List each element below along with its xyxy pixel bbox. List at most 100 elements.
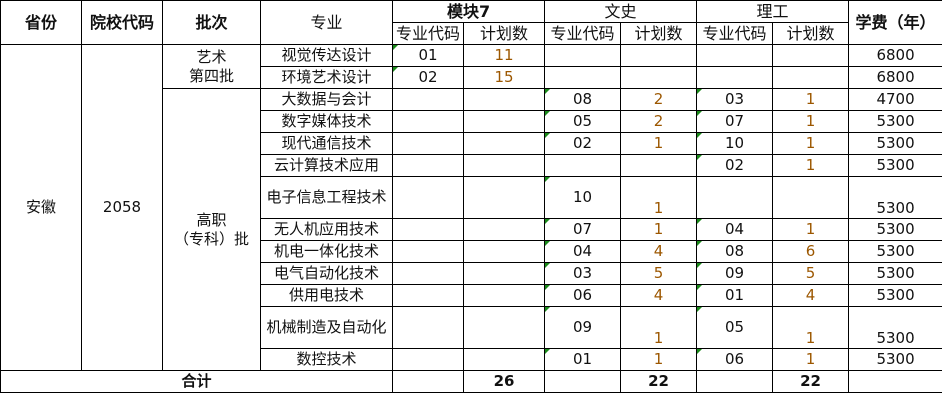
lg-count-cell: 1 [772, 88, 850, 111]
m7-count-cell [462, 240, 546, 263]
m7-code-cell [392, 240, 464, 263]
lg-count-cell [772, 176, 850, 219]
lg-count-cell: 1 [772, 348, 850, 371]
ws-count-cell: 1 [620, 348, 698, 371]
m7-count-cell [462, 132, 546, 155]
table-row: 电气自动化技术 03 5 09 5 5300 [1, 262, 942, 285]
batch-cell: 艺术 第四批 [162, 44, 261, 89]
ws-count-cell: 5 [620, 262, 698, 285]
major-cell: 数控技术 [260, 348, 393, 371]
table-row: 数字媒体技术 05 2 07 1 5300 [1, 110, 942, 133]
ws-count-cell: 4 [620, 284, 698, 307]
major-cell: 无人机应用技术 [260, 218, 393, 241]
lg-code-cell: 10 [696, 132, 774, 155]
m7-count-cell [462, 262, 546, 285]
header-module7: 模块7 [391, 0, 546, 23]
lg-code-cell: 07 [696, 110, 774, 133]
lg-code-cell: 01 [696, 284, 774, 307]
major-cell: 环境艺术设计 [260, 66, 393, 89]
m7-code-cell [392, 154, 464, 177]
lg-code-cell: 08 [696, 240, 774, 263]
m7-count-cell: 15 [462, 66, 546, 89]
fee-cell: 6800 [848, 44, 942, 67]
m7-count-cell [462, 88, 546, 111]
major-cell: 供用电技术 [260, 284, 393, 307]
lg-count-cell: 1 [772, 110, 850, 133]
table-row: 供用电技术 06 4 01 4 5300 [1, 284, 942, 307]
ws-count-cell [620, 66, 698, 89]
fee-cell: 6800 [848, 66, 942, 89]
major-cell: 机械制造及自动化 [260, 306, 393, 349]
lg-code-cell [696, 66, 774, 89]
fee-cell: 5300 [848, 306, 942, 349]
fee-cell: 5300 [848, 284, 942, 307]
header-fee: 学费（年） [848, 0, 942, 45]
lg-code-cell: 02 [696, 154, 774, 177]
lg-code-cell: 05 [696, 306, 774, 349]
table-row: 安徽 2058 艺术 第四批 视觉传达设计 01 11 6800 [0, 44, 942, 371]
lg-code-cell: 04 [696, 218, 774, 241]
m7-count-cell [462, 218, 546, 241]
total-label: 合计 [0, 370, 393, 393]
fee-cell: 5300 [848, 176, 942, 219]
lg-count-cell: 1 [772, 132, 850, 155]
m7-count-cell [462, 348, 546, 371]
lg-count-cell [772, 66, 850, 89]
table-row: 云计算技术应用 02 1 5300 [1, 154, 942, 177]
m7-code-cell [392, 88, 464, 111]
lg-code-cell [696, 176, 774, 219]
lg-count-cell: 1 [772, 154, 850, 177]
enrollment-plan-table: 省份 院校代码 批次 专业 模块7 文史 理工 学费（年） 专业代码 计划数 专… [0, 0, 942, 393]
province-cell: 安徽 [0, 44, 82, 371]
header-ws-count: 计划数 [620, 22, 698, 45]
ws-code-cell [544, 66, 622, 89]
school-code-cell: 2058 [81, 44, 163, 371]
header-arts: 文史 [544, 0, 698, 23]
table-row: 高职 （专科）批 大数据与会计 08 2 03 1 4700 [1, 88, 942, 371]
ws-code-cell: 07 [544, 218, 622, 241]
fee-cell: 5300 [848, 154, 942, 177]
major-cell: 电气自动化技术 [260, 262, 393, 285]
m7-code-cell [392, 176, 464, 219]
total-lg-count: 22 [772, 370, 850, 393]
lg-code-cell: 03 [696, 88, 774, 111]
lg-count-cell: 1 [772, 306, 850, 349]
major-cell: 机电一体化技术 [260, 240, 393, 263]
ws-code-cell: 02 [544, 132, 622, 155]
ws-count-cell: 4 [620, 240, 698, 263]
ws-code-cell [544, 44, 622, 67]
lg-code-cell: 09 [696, 262, 774, 285]
ws-count-cell: 2 [620, 88, 698, 111]
ws-code-cell: 08 [544, 88, 622, 111]
lg-count-cell: 6 [772, 240, 850, 263]
header-ws-code: 专业代码 [544, 22, 622, 45]
ws-count-cell [620, 44, 698, 67]
fee-cell: 5300 [848, 132, 942, 155]
total-fee [848, 370, 942, 393]
total-row: 合计 26 22 22 [0, 370, 942, 393]
major-cell: 数字媒体技术 [260, 110, 393, 133]
major-cell: 云计算技术应用 [260, 154, 393, 177]
total-m7-code [392, 370, 464, 393]
m7-count-cell [462, 306, 546, 349]
ws-code-cell: 09 [544, 306, 622, 349]
header-lg-code: 专业代码 [696, 22, 774, 45]
m7-count-cell: 11 [462, 44, 546, 67]
m7-code-cell [392, 284, 464, 307]
lg-count-cell: 4 [772, 284, 850, 307]
ws-count-cell: 1 [620, 176, 698, 219]
m7-count-cell [462, 176, 546, 219]
m7-count-cell [462, 154, 546, 177]
total-lg-code [696, 370, 774, 393]
major-cell: 大数据与会计 [260, 88, 393, 111]
major-cell: 现代通信技术 [260, 132, 393, 155]
ws-code-cell: 06 [544, 284, 622, 307]
table-row: 电子信息工程技术 10 1 5300 [1, 176, 942, 219]
header-m7-count: 计划数 [462, 22, 546, 45]
lg-code-cell: 06 [696, 348, 774, 371]
m7-code-cell [392, 262, 464, 285]
lg-count-cell: 1 [772, 218, 850, 241]
ws-count-cell: 1 [620, 218, 698, 241]
lg-code-cell [696, 44, 774, 67]
lg-count-cell [772, 44, 850, 67]
